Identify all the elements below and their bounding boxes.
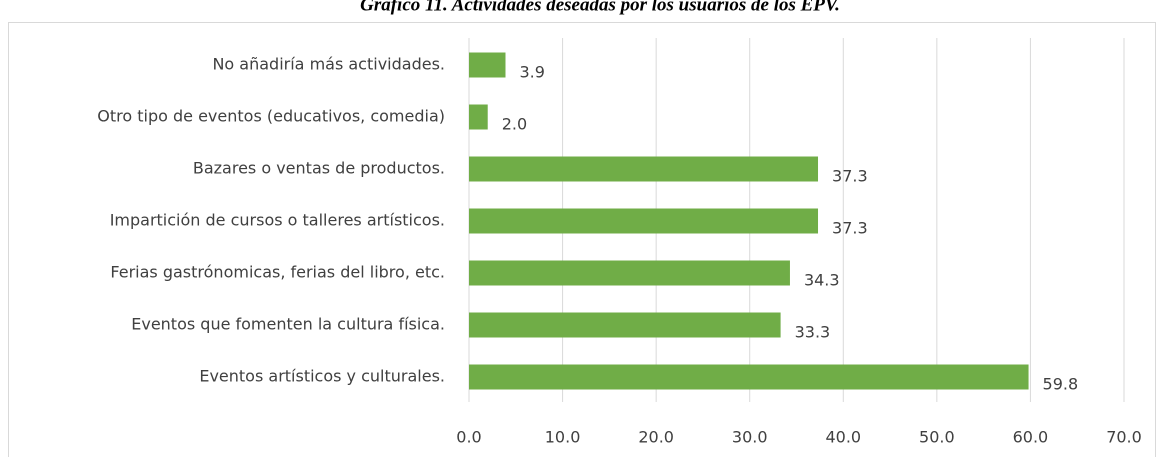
y-tick-label: Impartición de cursos o talleres artísti… [110, 211, 445, 230]
data-label: 2.0 [502, 115, 527, 134]
chart-title: Gráfico 11. Actividades deseadas por los… [360, 0, 840, 15]
bar [469, 104, 488, 130]
y-tick-label: Eventos que fomenten la cultura física. [131, 315, 445, 334]
bar [469, 156, 819, 182]
bar [469, 364, 1029, 390]
x-tick-label: 20.0 [638, 428, 674, 447]
data-label: 59.8 [1043, 375, 1079, 394]
data-label: 37.3 [832, 167, 868, 186]
data-label: 33.3 [795, 323, 831, 342]
chart-border [8, 22, 1156, 457]
y-tick-label: Otro tipo de eventos (educativos, comedi… [97, 107, 445, 126]
data-label: 34.3 [804, 271, 840, 290]
x-tick-label: 40.0 [825, 428, 861, 447]
bar [469, 260, 790, 286]
y-tick-label: Eventos artísticos y culturales. [199, 367, 445, 386]
data-label: 37.3 [832, 219, 868, 238]
x-tick-label: 50.0 [919, 428, 955, 447]
y-tick-label: Bazares o ventas de productos. [193, 159, 445, 178]
data-label: 3.9 [519, 63, 544, 82]
bar [469, 52, 506, 78]
x-tick-label: 30.0 [732, 428, 768, 447]
x-tick-label: 0.0 [456, 428, 481, 447]
x-tick-label: 10.0 [545, 428, 581, 447]
bar [469, 208, 819, 234]
bar [469, 312, 781, 338]
y-tick-label: No añadiría más actividades. [212, 55, 445, 74]
x-tick-label: 70.0 [1106, 428, 1142, 447]
y-tick-label: Ferias gastrónomicas, ferias del libro, … [110, 263, 445, 282]
x-tick-label: 60.0 [1013, 428, 1049, 447]
